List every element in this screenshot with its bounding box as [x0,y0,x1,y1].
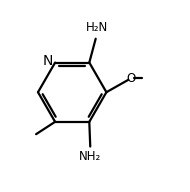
Text: N: N [43,54,53,68]
Text: H₂N: H₂N [86,21,108,34]
Text: NH₂: NH₂ [79,150,101,163]
Text: O: O [127,72,136,85]
